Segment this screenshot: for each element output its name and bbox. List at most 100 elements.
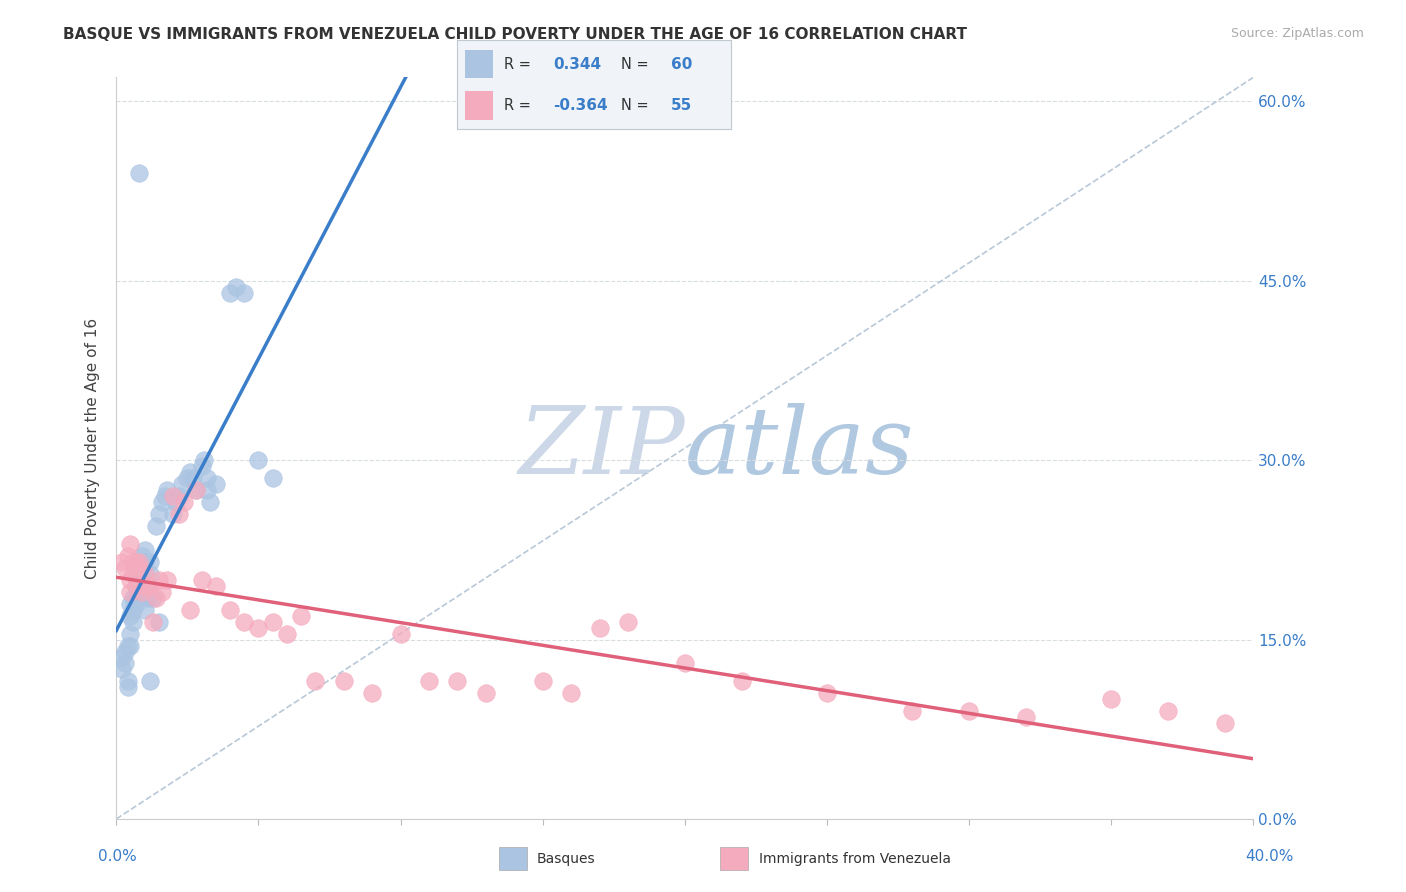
Point [114, 657, 136, 671]
Point [117, 549, 139, 563]
Point [148, 507, 170, 521]
Point [120, 573, 142, 587]
Text: 0.344: 0.344 [553, 57, 600, 71]
Point [114, 644, 136, 658]
Point [1157, 704, 1180, 718]
Point [122, 615, 145, 629]
Point [134, 602, 156, 616]
Y-axis label: Child Poverty Under the Age of 16: Child Poverty Under the Age of 16 [86, 318, 100, 579]
Point [150, 584, 173, 599]
Point [233, 285, 256, 300]
Point [122, 602, 145, 616]
Point [128, 555, 150, 569]
Point [122, 555, 145, 569]
Point [139, 555, 162, 569]
Text: atlas: atlas [685, 403, 914, 493]
Point [190, 573, 212, 587]
Point [156, 573, 179, 587]
Text: 55: 55 [671, 98, 692, 112]
Point [173, 495, 195, 509]
FancyBboxPatch shape [465, 91, 492, 120]
Point [111, 650, 134, 665]
Point [198, 495, 221, 509]
Text: Basques: Basques [537, 852, 596, 866]
Point [139, 566, 162, 581]
Point [1099, 692, 1122, 706]
Point [389, 626, 412, 640]
Point [1213, 716, 1236, 731]
Point [219, 285, 242, 300]
Point [139, 674, 162, 689]
Point [531, 674, 554, 689]
Point [179, 602, 201, 616]
Point [247, 621, 270, 635]
Point [204, 477, 226, 491]
Point [901, 704, 924, 718]
Point [128, 579, 150, 593]
Point [361, 686, 384, 700]
Point [162, 507, 184, 521]
Point [125, 597, 148, 611]
Point [165, 495, 187, 509]
Point [134, 555, 156, 569]
Point [120, 537, 142, 551]
Point [128, 555, 150, 569]
Point [957, 704, 980, 718]
Point [125, 579, 148, 593]
Point [184, 483, 207, 497]
Point [225, 279, 247, 293]
Point [181, 471, 204, 485]
Text: R =: R = [503, 57, 536, 71]
Point [195, 471, 218, 485]
Point [134, 579, 156, 593]
Point [114, 561, 136, 575]
Point [150, 495, 173, 509]
Point [148, 573, 170, 587]
Point [290, 608, 312, 623]
Text: N =: N = [621, 57, 654, 71]
Point [125, 555, 148, 569]
Point [145, 519, 167, 533]
Point [193, 453, 215, 467]
Point [122, 566, 145, 581]
Point [120, 584, 142, 599]
Point [125, 566, 148, 581]
Text: 60: 60 [671, 57, 692, 71]
Text: R =: R = [503, 98, 536, 112]
Point [136, 579, 159, 593]
Text: 40.0%: 40.0% [1246, 849, 1294, 863]
Point [122, 591, 145, 605]
Point [167, 507, 190, 521]
Point [153, 489, 176, 503]
FancyBboxPatch shape [465, 50, 492, 78]
Point [125, 579, 148, 593]
Point [111, 555, 134, 569]
Point [247, 453, 270, 467]
Point [142, 591, 165, 605]
Point [125, 591, 148, 605]
Point [128, 561, 150, 575]
Point [136, 591, 159, 605]
Point [131, 573, 153, 587]
Point [117, 674, 139, 689]
Point [176, 471, 198, 485]
Point [128, 166, 150, 180]
Text: N =: N = [621, 98, 654, 112]
Text: 0.0%: 0.0% [98, 849, 138, 863]
Point [125, 555, 148, 569]
Point [162, 489, 184, 503]
Text: Source: ZipAtlas.com: Source: ZipAtlas.com [1230, 27, 1364, 40]
Point [131, 561, 153, 575]
Point [120, 626, 142, 640]
Point [111, 662, 134, 676]
Point [304, 674, 326, 689]
Point [145, 591, 167, 605]
Point [142, 615, 165, 629]
Point [148, 615, 170, 629]
Point [179, 465, 201, 479]
Point [117, 639, 139, 653]
Point [446, 674, 468, 689]
Point [276, 626, 298, 640]
Point [120, 597, 142, 611]
Point [167, 489, 190, 503]
